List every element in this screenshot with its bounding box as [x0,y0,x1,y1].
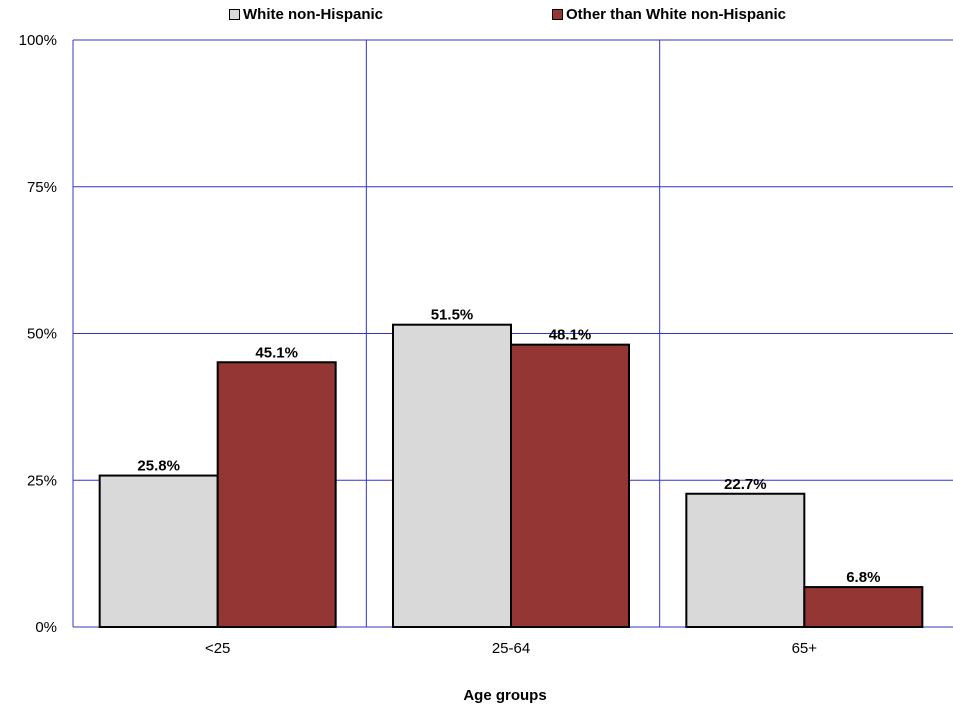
bar-other-than-white-non-hispanic-25-64 [510,343,630,628]
bar-white-non-hispanic-25 [98,474,219,628]
x-tick-label-65: 65+ [792,640,818,657]
y-tick-label-75: 75% [27,179,57,196]
data-label-other-than-white-non-hispanic-25: 45.1% [255,344,298,361]
y-tick-label-50: 50% [27,326,57,343]
bars: 25.8% 45.1% 51.5% 48.1% 22.7% 6.8% [98,307,924,628]
bar-other-than-white-non-hispanic-65 [803,586,924,628]
legend-item-white-non-hispanic: White non-Hispanic [229,6,383,23]
data-label-white-non-hispanic-25: 25.8% [137,458,180,475]
y-axis-ticks: 0% 25% 50% 75% 100% [19,32,57,636]
x-tick-label-25: <25 [205,640,230,657]
legend-item-other-than-white-non-hispanic: Other than White non-Hispanic [552,6,786,23]
y-tick-label-100: 100% [19,32,57,49]
x-axis-ticks: <25 25-64 65+ [205,640,817,657]
legend-swatch-white-non-hispanic [229,9,240,20]
bar-white-non-hispanic-65 [685,492,806,628]
bar-white-non-hispanic-25-64 [392,323,512,628]
legend-swatch-other-than-white-non-hispanic [552,9,563,20]
legend-label-white-non-hispanic: White non-Hispanic [243,6,383,23]
x-tick-label-25-64: 25-64 [492,640,530,657]
data-label-white-non-hispanic-65: 22.7% [724,476,767,493]
legend-label-other-than-white-non-hispanic: Other than White non-Hispanic [566,6,786,23]
legend: White non-Hispanic Other than White non-… [0,6,953,28]
y-tick-label-0: 0% [35,619,57,636]
data-label-white-non-hispanic-25-64: 51.5% [431,307,474,324]
data-label-other-than-white-non-hispanic-65: 6.8% [846,569,880,586]
y-tick-label-25: 25% [27,472,57,489]
x-axis-title: Age groups [463,687,546,704]
data-label-other-than-white-non-hispanic-25-64: 48.1% [549,327,592,344]
bar-other-than-white-non-hispanic-25 [216,361,337,628]
